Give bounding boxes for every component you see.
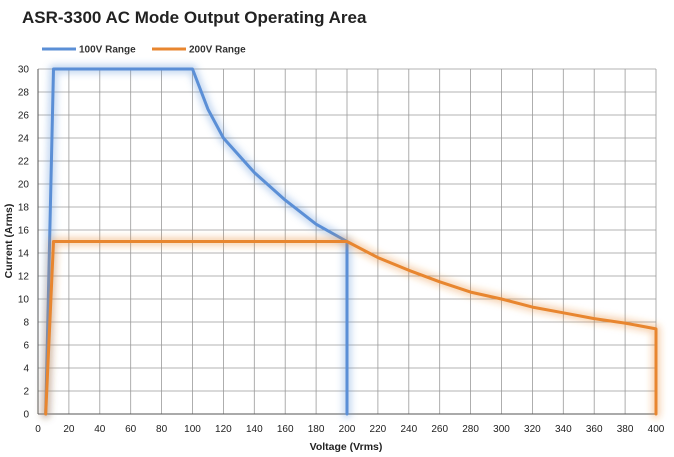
series-line-2 [44, 240, 658, 416]
x-tick-label: 160 [277, 424, 294, 435]
y-tick-label: 2 [23, 387, 29, 398]
x-tick-label: 180 [308, 424, 325, 435]
chart-legend: 100V Range 200V Range [42, 45, 246, 56]
y-tick-label: 14 [18, 249, 30, 260]
legend-label: 100V Range [79, 45, 136, 56]
chart-series [41, 64, 661, 419]
x-tick-label: 260 [431, 424, 448, 435]
x-tick-label: 220 [370, 424, 387, 435]
y-axis-title: Current (Arms) [3, 204, 15, 279]
y-tick-label: 8 [23, 318, 29, 329]
legend-label: 200V Range [189, 45, 246, 56]
y-tick-label: 26 [18, 111, 30, 122]
x-tick-label: 360 [586, 424, 603, 435]
y-tick-label: 6 [23, 341, 29, 352]
x-tick-label: 60 [125, 424, 137, 435]
x-axis-ticks: 0 20 40 60 80 100 120 140 160 180 200 220 240 260 280 3… [35, 424, 665, 435]
y-tick-label: 24 [18, 134, 30, 145]
x-tick-label: 140 [246, 424, 263, 435]
x-tick-label: 100 [184, 424, 201, 435]
x-tick-label: 20 [63, 424, 75, 435]
x-tick-label: 80 [156, 424, 168, 435]
x-tick-label: 200 [339, 424, 356, 435]
y-tick-label: 30 [18, 65, 30, 76]
x-tick-label: 0 [35, 424, 41, 435]
y-tick-label: 10 [18, 295, 30, 306]
y-tick-label: 16 [18, 226, 30, 237]
x-tick-label: 340 [555, 424, 572, 435]
x-tick-label: 240 [400, 424, 417, 435]
y-tick-label: 28 [18, 88, 30, 99]
x-tick-label: 380 [617, 424, 634, 435]
series-line-1 [44, 67, 349, 416]
chart-title: ASR-3300 AC Mode Output Operating Area [22, 8, 367, 27]
y-tick-label: 18 [18, 203, 30, 214]
x-tick-label: 40 [94, 424, 106, 435]
x-tick-label: 300 [493, 424, 510, 435]
x-tick-label: 120 [215, 424, 232, 435]
y-tick-label: 0 [23, 410, 29, 421]
y-tick-label: 4 [23, 364, 29, 375]
y-tick-label: 12 [18, 272, 30, 283]
x-tick-label: 320 [524, 424, 541, 435]
x-tick-label: 400 [648, 424, 665, 435]
y-tick-label: 20 [18, 180, 30, 191]
y-tick-label: 22 [18, 157, 30, 168]
x-axis-title: Voltage (Vrms) [310, 441, 383, 453]
x-tick-label: 280 [462, 424, 479, 435]
